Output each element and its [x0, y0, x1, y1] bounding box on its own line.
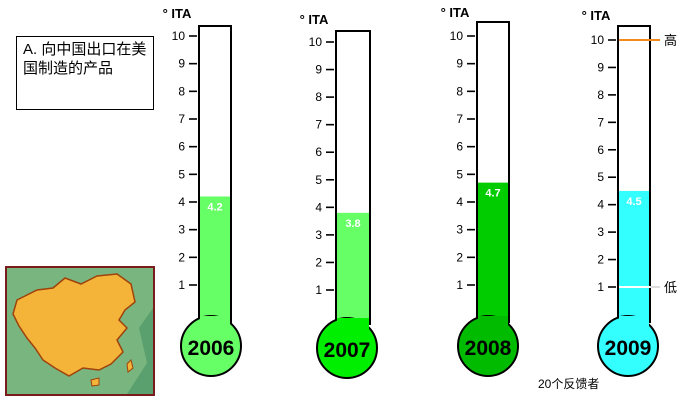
tick-label: 2 [178, 250, 185, 264]
hainan-shape [90, 377, 100, 387]
china-map-frame [5, 266, 155, 396]
thermometer-neck [337, 318, 369, 330]
tick-label: 10 [172, 29, 186, 43]
tick-label: 5 [178, 167, 185, 181]
tick-label: 1 [178, 278, 185, 292]
tick-label: 10 [591, 33, 605, 47]
unit-label: ° ITA [300, 12, 329, 27]
thermometer-neck [200, 316, 230, 328]
tick-label: 8 [178, 84, 185, 98]
year-label: 2006 [188, 337, 235, 360]
data-label: 4.2 [207, 201, 222, 213]
china-shape [12, 273, 136, 377]
tick-label: 7 [178, 112, 185, 126]
tick-label: 2 [456, 250, 463, 264]
tick-label: 5 [456, 167, 463, 181]
tick-label: 10 [309, 35, 323, 49]
tick-label: 1 [456, 278, 463, 292]
tick-label: 4 [456, 195, 463, 209]
tick-label: 3 [315, 228, 322, 242]
tick-label: 7 [456, 112, 463, 126]
tick-label: 9 [597, 60, 604, 74]
thermometer-neck [478, 316, 508, 328]
year-label: 2008 [465, 337, 512, 360]
tick-label: 5 [597, 170, 604, 184]
unit-label: ° ITA [441, 5, 470, 20]
tick-label: 8 [456, 84, 463, 98]
unit-label: ° ITA [582, 8, 611, 23]
china-map-icon [7, 268, 153, 394]
tick-label: 3 [456, 223, 463, 237]
tick-label: 9 [315, 63, 322, 77]
tick-label: 7 [315, 118, 322, 132]
footnote: 20个反馈者 [538, 377, 600, 391]
tick-label: 1 [315, 283, 322, 297]
question-text: A. 向中国出口在美国制造的产品 [23, 41, 147, 77]
tick-label: 6 [315, 145, 322, 159]
year-label: 2009 [605, 337, 652, 360]
year-label: 2007 [324, 339, 371, 362]
thermometer-fill [200, 196, 230, 322]
tick-label: 5 [315, 173, 322, 187]
low-label: 低 [664, 280, 677, 295]
tick-label: 6 [178, 140, 185, 154]
tick-label: 6 [597, 143, 604, 157]
data-label: 4.5 [626, 196, 641, 208]
thermometer-neck [619, 316, 649, 328]
tick-label: 3 [178, 223, 185, 237]
unit-label: ° ITA [163, 6, 192, 21]
data-label: 4.7 [485, 188, 500, 200]
thermometer-fill [478, 182, 508, 322]
question-box: A. 向中国出口在美国制造的产品 [16, 36, 154, 110]
tick-label: 4 [315, 200, 322, 214]
tick-label: 2 [315, 255, 322, 269]
tick-label: 9 [178, 57, 185, 71]
tick-label: 10 [450, 29, 464, 43]
tick-label: 6 [456, 140, 463, 154]
tick-label: 8 [597, 88, 604, 102]
thermometer-fill [619, 190, 649, 322]
taiwan-shape [126, 359, 134, 373]
tick-label: 8 [315, 90, 322, 104]
high-label: 高 [664, 33, 677, 48]
thermometer-fill [337, 212, 369, 324]
tick-label: 4 [597, 198, 604, 212]
tick-label: 9 [456, 57, 463, 71]
tick-label: 3 [597, 225, 604, 239]
data-label: 3.8 [345, 218, 360, 230]
tick-label: 2 [597, 253, 604, 267]
tick-label: 4 [178, 195, 185, 209]
tick-label: 1 [597, 280, 604, 294]
tick-label: 7 [597, 115, 604, 129]
